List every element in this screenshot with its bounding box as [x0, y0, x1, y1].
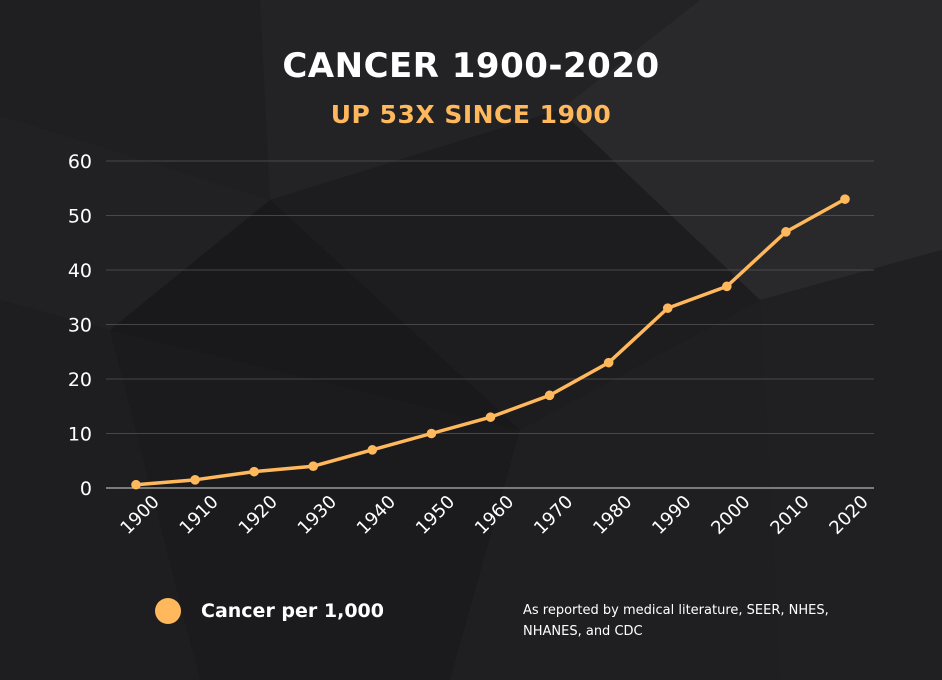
x-tick-label: 1940 [353, 491, 400, 538]
x-tick-label: 1920 [235, 491, 282, 538]
x-tick-label: 1950 [412, 491, 459, 538]
x-tick-label: 2010 [766, 491, 813, 538]
source-note: As reported by medical literature, SEER,… [523, 600, 883, 642]
data-point [485, 412, 496, 422]
data-point [840, 194, 850, 204]
y-tick-label: 40 [68, 260, 92, 282]
legend-label: Cancer per 1,000 [201, 600, 384, 622]
data-point [367, 445, 378, 455]
source-note-line: As reported by medical literature, SEER,… [523, 603, 829, 618]
x-tick-label: 1910 [176, 491, 223, 538]
y-tick-label: 20 [68, 369, 92, 391]
y-tick-label: 30 [68, 315, 92, 337]
source-note-line: NHANES, and CDC [523, 624, 643, 639]
data-point [426, 428, 437, 439]
data-point [190, 475, 200, 485]
data-point [131, 479, 141, 490]
x-tick-label: 2000 [707, 491, 754, 538]
y-tick-label: 60 [68, 151, 92, 173]
y-tick-label: 10 [68, 424, 92, 446]
x-tick-label: 1960 [471, 491, 518, 538]
data-point [722, 281, 732, 292]
data-point [544, 390, 555, 401]
data-point [603, 357, 614, 368]
x-tick-label: 1990 [648, 491, 695, 538]
x-tick-label: 1980 [589, 491, 636, 538]
y-tick-label: 0 [80, 478, 92, 500]
data-point [662, 303, 673, 313]
series-line [134, 197, 847, 487]
chart-subtitle: UP 53X SINCE 1900 [330, 100, 612, 129]
x-tick-label: 1930 [294, 491, 341, 538]
legend-marker [155, 598, 181, 624]
data-point [249, 466, 259, 477]
data-point [308, 461, 319, 472]
x-tick-label: 1900 [116, 491, 163, 538]
y-tick-label: 50 [68, 206, 92, 228]
legend: Cancer per 1,000 [155, 598, 384, 624]
x-tick-label: 1970 [530, 491, 577, 538]
chart-title: CANCER 1900-2020 [282, 46, 660, 86]
data-point [781, 227, 791, 237]
x-tick-label: 2020 [825, 491, 872, 538]
